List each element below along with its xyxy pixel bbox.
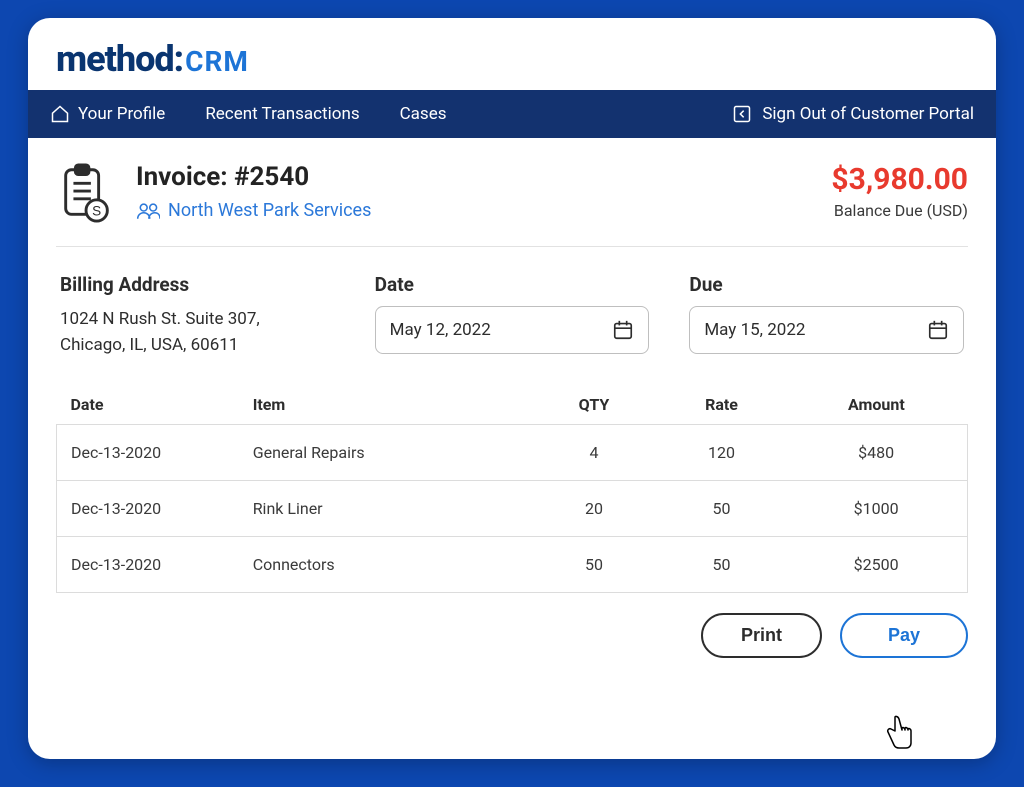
invoice-icon: S: [56, 162, 118, 224]
print-button[interactable]: Print: [701, 613, 822, 658]
line-items-table: Date Item QTY Rate Amount Dec-13-2020 Ge…: [56, 385, 968, 593]
customer-link[interactable]: North West Park Services: [136, 200, 371, 221]
cell-rate: 120: [658, 424, 786, 480]
balance-label: Balance Due (USD): [831, 201, 968, 220]
people-icon: [136, 202, 160, 220]
cell-item: Rink Liner: [239, 480, 531, 536]
nav-profile-label: Your Profile: [78, 104, 165, 124]
cell-amount: $480: [785, 424, 967, 480]
cursor-icon: [878, 711, 918, 751]
col-rate: Rate: [658, 385, 786, 425]
date-label: Date: [375, 273, 650, 296]
nav-cases-label: Cases: [400, 104, 447, 124]
balance-box: $3,980.00 Balance Due (USD): [831, 162, 968, 220]
cell-rate: 50: [658, 536, 786, 592]
col-item: Item: [239, 385, 531, 425]
billing-col: Billing Address 1024 N Rush St. Suite 30…: [60, 273, 335, 359]
signout-icon: [732, 104, 752, 124]
cell-qty: 20: [530, 480, 658, 536]
footer-actions: Print Pay: [28, 593, 996, 686]
cell-date: Dec-13-2020: [57, 424, 239, 480]
cell-date: Dec-13-2020: [57, 480, 239, 536]
cell-amount: $1000: [785, 480, 967, 536]
billing-address: 1024 N Rush St. Suite 307, Chicago, IL, …: [60, 306, 335, 359]
cell-rate: 50: [658, 480, 786, 536]
table-row: Dec-13-2020 Rink Liner 20 50 $1000: [57, 480, 968, 536]
due-field[interactable]: May 15, 2022: [689, 306, 964, 354]
nav-profile[interactable]: Your Profile: [50, 104, 165, 124]
invoice-title: Invoice: #2540: [136, 162, 371, 192]
nav-transactions-label: Recent Transactions: [205, 104, 359, 124]
cell-qty: 50: [530, 536, 658, 592]
billing-line1: 1024 N Rush St. Suite 307,: [60, 306, 335, 332]
calendar-icon: [612, 319, 634, 341]
col-amount: Amount: [785, 385, 967, 425]
brand-main: method:: [56, 38, 183, 80]
calendar-icon: [927, 319, 949, 341]
cell-amount: $2500: [785, 536, 967, 592]
due-col: Due May 15, 2022: [689, 273, 964, 359]
nav-left: Your Profile Recent Transactions Cases: [50, 104, 446, 124]
table-row: Dec-13-2020 General Repairs 4 120 $480: [57, 424, 968, 480]
billing-line2: Chicago, IL, USA, 60611: [60, 332, 335, 358]
content: S Invoice: #2540 North West Park Service…: [28, 138, 996, 593]
due-label: Due: [689, 273, 964, 296]
home-icon: [50, 104, 70, 124]
pay-button[interactable]: Pay: [840, 613, 968, 658]
invoice-card: method:CRM Your Profile Recent Transacti…: [28, 18, 996, 759]
cell-item: Connectors: [239, 536, 531, 592]
date-field[interactable]: May 12, 2022: [375, 306, 650, 354]
date-value: May 12, 2022: [390, 320, 491, 340]
balance-amount: $3,980.00: [831, 162, 968, 197]
nav-cases[interactable]: Cases: [400, 104, 447, 124]
table-header-row: Date Item QTY Rate Amount: [57, 385, 968, 425]
nav-signout[interactable]: Sign Out of Customer Portal: [732, 104, 974, 124]
cell-date: Dec-13-2020: [57, 536, 239, 592]
col-date: Date: [57, 385, 239, 425]
brand-logo: method:CRM: [56, 38, 249, 80]
nav-transactions[interactable]: Recent Transactions: [205, 104, 359, 124]
col-qty: QTY: [530, 385, 658, 425]
logo-area: method:CRM: [28, 18, 996, 90]
brand-sub: CRM: [185, 45, 249, 78]
cell-item: General Repairs: [239, 424, 531, 480]
customer-name: North West Park Services: [168, 200, 371, 221]
date-col: Date May 12, 2022: [375, 273, 650, 359]
invoice-title-block: Invoice: #2540 North West Park Services: [136, 162, 371, 221]
table-row: Dec-13-2020 Connectors 50 50 $2500: [57, 536, 968, 592]
due-value: May 15, 2022: [704, 320, 805, 340]
navbar: Your Profile Recent Transactions Cases S…: [28, 90, 996, 138]
invoice-header: S Invoice: #2540 North West Park Service…: [56, 162, 968, 247]
cell-qty: 4: [530, 424, 658, 480]
nav-signout-label: Sign Out of Customer Portal: [762, 104, 974, 124]
info-row: Billing Address 1024 N Rush St. Suite 30…: [56, 247, 968, 385]
svg-text:S: S: [92, 203, 101, 218]
billing-label: Billing Address: [60, 273, 335, 296]
